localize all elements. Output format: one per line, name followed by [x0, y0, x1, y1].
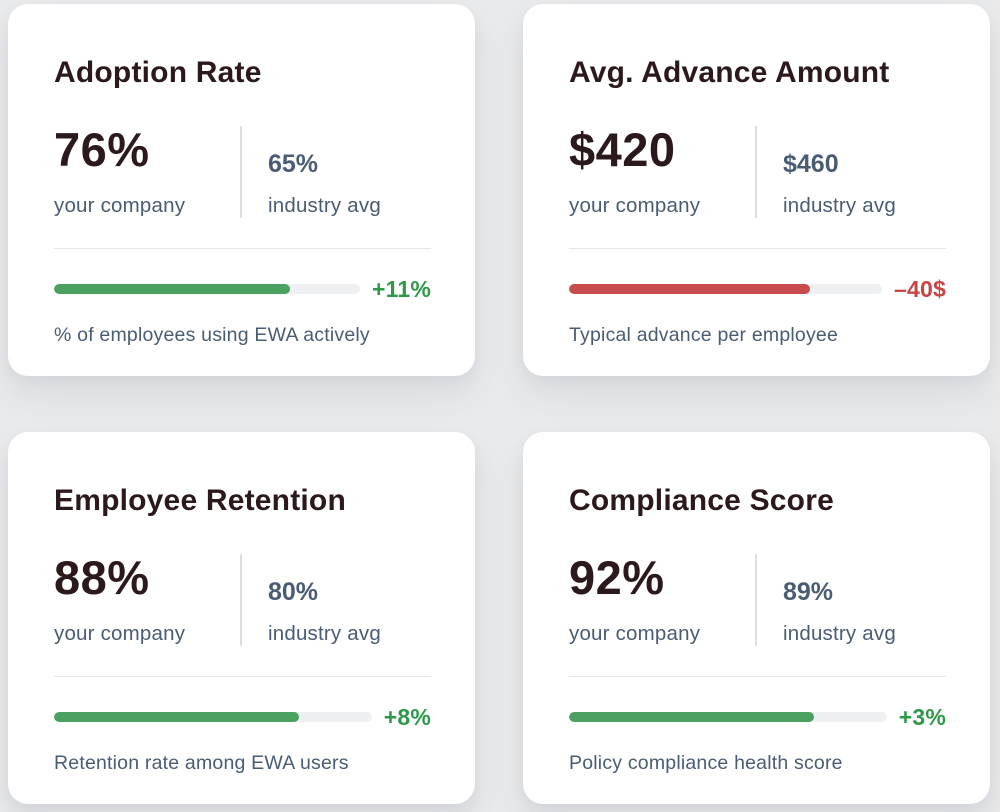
horizontal-divider — [569, 247, 946, 249]
vertical-divider — [755, 126, 757, 218]
delta-badge: –40$ — [894, 275, 946, 302]
company-label: your company — [54, 194, 186, 217]
card-title: Avg. Advance Amount — [569, 56, 890, 89]
industry-label: industry avg — [783, 194, 896, 217]
vertical-divider — [240, 554, 242, 646]
card-title: Compliance Score — [569, 484, 834, 517]
progress-bar-track — [569, 284, 883, 295]
vertical-divider — [755, 554, 757, 646]
progress-bar-track — [54, 712, 372, 723]
delta-badge: +8% — [383, 703, 431, 730]
delta-badge: +11% — [372, 275, 431, 302]
progress-bar-fill — [54, 712, 299, 723]
company-metric: $420 your company — [569, 126, 729, 218]
progress-bar-fill — [569, 712, 814, 723]
progress-row: +8% — [54, 704, 431, 731]
comparison-row: $420 your company $460 industry avg — [569, 126, 946, 218]
industry-label: industry avg — [268, 622, 381, 645]
industry-value: $460 — [783, 150, 839, 178]
metric-card-employee-retention: Employee Retention 88% your company 80% … — [8, 432, 475, 804]
metric-card-compliance-score: Compliance Score 92% your company 89% in… — [523, 432, 990, 804]
industry-label: industry avg — [783, 622, 896, 645]
industry-metric: $460 industry avg — [783, 152, 896, 218]
card-caption: % of employees using EWA actively — [54, 323, 370, 346]
progress-bar-fill — [569, 284, 811, 295]
comparison-row: 88% your company 80% industry avg — [54, 554, 431, 646]
progress-bar-track — [569, 712, 887, 723]
card-title: Employee Retention — [54, 484, 346, 517]
company-value: $420 — [569, 123, 676, 176]
card-caption: Retention rate among EWA users — [54, 751, 349, 774]
industry-value: 80% — [268, 578, 319, 606]
horizontal-divider — [54, 247, 431, 249]
company-value: 88% — [54, 551, 150, 604]
metric-card-avg-advance-amount: Avg. Advance Amount $420 your company $4… — [523, 4, 990, 376]
progress-bar-track — [54, 284, 360, 295]
delta-badge: +3% — [898, 703, 946, 730]
vertical-divider — [240, 126, 242, 218]
card-caption: Policy compliance health score — [569, 751, 843, 774]
horizontal-divider — [569, 675, 946, 677]
company-label: your company — [54, 622, 186, 645]
industry-metric: 65% industry avg — [268, 152, 381, 218]
progress-row: –40$ — [569, 276, 946, 303]
company-label: your company — [569, 622, 701, 645]
company-label: your company — [569, 194, 701, 217]
metric-card-adoption-rate: Adoption Rate 76% your company 65% indus… — [8, 4, 475, 376]
company-metric: 92% your company — [569, 554, 729, 646]
comparison-row: 92% your company 89% industry avg — [569, 554, 946, 646]
company-metric: 76% your company — [54, 126, 214, 218]
industry-metric: 80% industry avg — [268, 580, 381, 646]
industry-value: 89% — [783, 578, 834, 606]
comparison-row: 76% your company 65% industry avg — [54, 126, 431, 218]
industry-metric: 89% industry avg — [783, 580, 896, 646]
company-value: 76% — [54, 123, 150, 176]
company-value: 92% — [569, 551, 665, 604]
progress-bar-fill — [54, 284, 290, 295]
industry-value: 65% — [268, 150, 319, 178]
company-metric: 88% your company — [54, 554, 214, 646]
industry-label: industry avg — [268, 194, 381, 217]
horizontal-divider — [54, 675, 431, 677]
card-title: Adoption Rate — [54, 56, 262, 89]
progress-row: +11% — [54, 276, 431, 303]
card-caption: Typical advance per employee — [569, 323, 839, 346]
progress-row: +3% — [569, 704, 946, 731]
